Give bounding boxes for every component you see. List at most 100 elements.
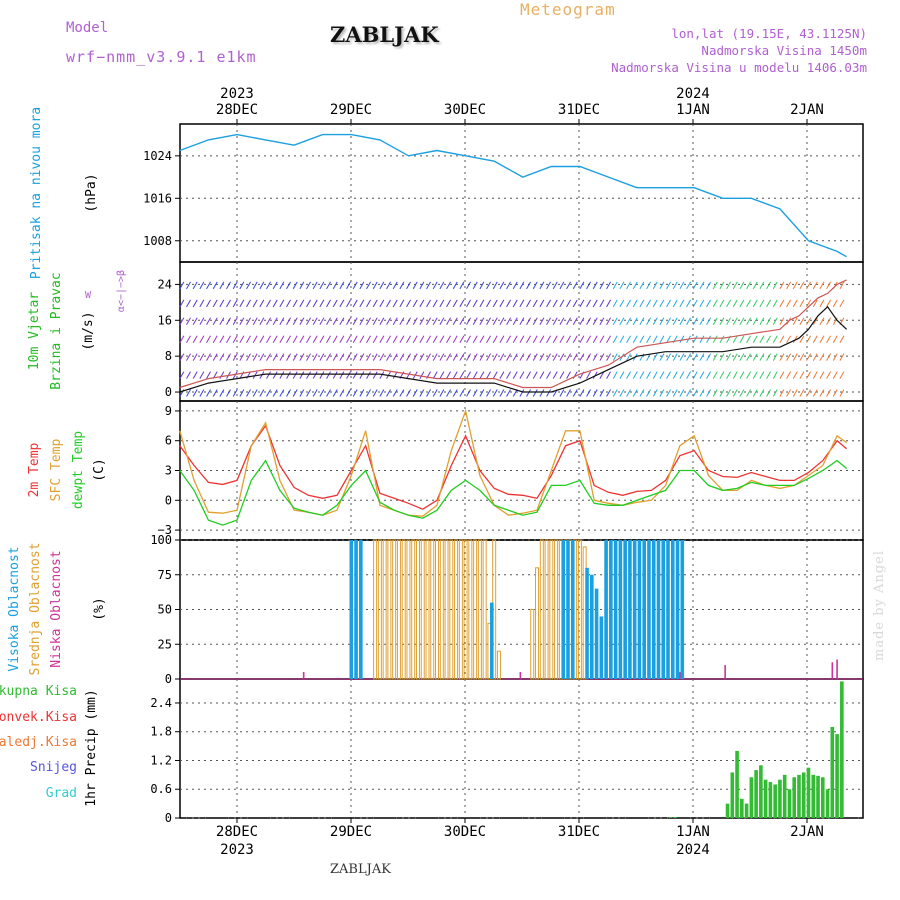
wind-barb-3-392 (366, 335, 371, 343)
wind-barb-1-294 (319, 371, 325, 379)
wind-barb-3-798 (559, 335, 565, 343)
ytick-label-3-4: 100 (150, 533, 172, 547)
wind-barb-6-280 (312, 281, 318, 290)
wind-barb-1-714 (519, 371, 525, 379)
wind-barb-5-56 (206, 299, 211, 308)
wind-barb-0-938 (626, 389, 632, 397)
wind-barb-3-336 (339, 335, 345, 343)
wind-barb-6-210 (279, 281, 285, 290)
wind-barb-4-196 (272, 317, 278, 326)
wind-barb-5-812 (566, 299, 571, 308)
wind-barb-0-1330 (812, 389, 818, 397)
wind-barb-1-308 (326, 371, 331, 379)
wind-barb-4-812 (566, 317, 571, 326)
wind-barb-1-1344 (819, 371, 825, 379)
wind-barb-4-1358 (826, 317, 832, 326)
wind-barb-0-196 (272, 389, 278, 397)
wind-barb-6-1386 (839, 281, 845, 290)
ytick-label-2-0: −3 (158, 523, 172, 537)
wind-barb-2-742 (532, 353, 538, 361)
wind-barb-5-1050 (679, 299, 685, 308)
wind-barb-5-462 (399, 299, 405, 308)
wind-barb-0-70 (212, 389, 218, 397)
wind-barb-2-280 (312, 353, 318, 361)
wind-barb-3-546 (439, 335, 445, 343)
high-cloud-bar-2 (359, 540, 363, 679)
wind-barb-4-1064 (686, 317, 692, 326)
wind-barb-6-1288 (792, 281, 798, 290)
wind-barb-1-1120 (712, 371, 718, 379)
wind-barb-1-1022 (666, 371, 672, 379)
wind-barb-2-1078 (692, 353, 698, 361)
day-label-bottom-5: 2JAN (790, 824, 824, 840)
wind-barb-2-532 (432, 353, 438, 361)
wind-barb-4-490 (412, 317, 418, 326)
wind-barb-3-224 (286, 335, 291, 343)
precip-bar-12 (773, 784, 777, 818)
high-cloud-bar-0 (349, 540, 354, 679)
wind-barb-6-112 (232, 281, 238, 290)
mid-cloud-bar-43 (577, 539, 582, 680)
wind-barb-5-182 (266, 299, 271, 308)
wind-barb-6-784 (552, 281, 558, 290)
mid-cloud-bar-33 (530, 609, 535, 680)
wind-barb-3-938 (626, 335, 632, 343)
precip-legend-1: Konvek.Kisa (0, 710, 77, 725)
wind-barb-5-1022 (666, 299, 672, 308)
wind-barb-0-308 (326, 389, 331, 397)
wind-barb-0-28 (192, 389, 198, 397)
wind-barb-3-1344 (819, 335, 825, 343)
wind-barb-6-42 (199, 281, 205, 290)
pressure-ylabel: Pritisak na nivou mora (29, 107, 44, 279)
wind-barb-0-1232 (766, 389, 772, 397)
wind-barb-2-1008 (659, 353, 665, 361)
mid-cloud-bar-21 (473, 539, 478, 680)
wind-barb-5-1036 (672, 299, 678, 308)
wind-barb-0-952 (632, 389, 638, 397)
wind-barb-6-462 (399, 281, 405, 290)
wind-barb-2-896 (606, 353, 612, 361)
wind-barb-2-1148 (726, 353, 732, 361)
wind-barb-1-238 (292, 371, 298, 379)
wind-barb-4-1162 (732, 317, 738, 326)
precip-bar-14 (782, 774, 787, 818)
wind-barb-5-714 (519, 299, 525, 308)
wind-barb-1-1246 (772, 371, 778, 379)
wind-barb-2-1316 (806, 353, 812, 361)
wind-barb-6-714 (519, 281, 525, 290)
wind-barb-2-490 (412, 353, 418, 361)
mid-cloud-bar-34 (535, 567, 540, 680)
wind-barb-1-1260 (779, 371, 785, 379)
wind-barb-5-1288 (792, 299, 798, 308)
wind-barb-4-280 (312, 317, 318, 326)
wind-barb-0-518 (426, 389, 431, 397)
wind-barb-6-644 (486, 281, 491, 290)
wind-barb-1-1148 (726, 371, 732, 379)
wind-barb-2-1218 (759, 353, 765, 361)
wind-barb-5-630 (479, 299, 485, 308)
wind-barb-3-1218 (759, 335, 765, 343)
wind-barb-6-308 (326, 281, 331, 290)
wind-barb-5-448 (392, 299, 398, 308)
wind-barb-0-252 (299, 389, 305, 397)
wind-barb-5-966 (639, 299, 645, 308)
wind-speed-line (179, 305, 848, 393)
wind-barb-6-980 (646, 281, 652, 290)
wind-barb-4-1022 (666, 317, 672, 326)
wind-barb-1-350 (346, 371, 351, 379)
wind-barb-3-1050 (679, 335, 685, 343)
mid-cloud-bar-0 (373, 539, 378, 680)
wind-barb-3-28 (192, 335, 198, 343)
wind-barb-0-1358 (826, 389, 832, 397)
wind-barb-0-742 (532, 389, 538, 397)
wind-barb-1-756 (539, 371, 545, 379)
wind-barb-4-364 (352, 317, 358, 326)
wind-barb-2-434 (386, 353, 391, 361)
wind-barb-0-994 (652, 389, 658, 397)
temp-t2m-line (179, 424, 848, 510)
wind-barb-6-868 (592, 281, 598, 290)
high-cloud-bar-3 (489, 602, 494, 679)
wind-barb-5-1204 (752, 299, 758, 308)
wind-barb-3-700 (512, 335, 518, 343)
wind-barb-1-1092 (699, 371, 705, 379)
